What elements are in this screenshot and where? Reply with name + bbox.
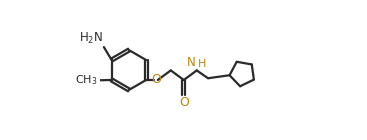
Text: O: O xyxy=(151,74,161,87)
Text: O: O xyxy=(179,96,189,109)
Text: H$_2$N: H$_2$N xyxy=(79,31,103,46)
Text: H: H xyxy=(198,59,206,69)
Text: CH$_3$: CH$_3$ xyxy=(75,73,97,87)
Text: N: N xyxy=(187,56,196,69)
